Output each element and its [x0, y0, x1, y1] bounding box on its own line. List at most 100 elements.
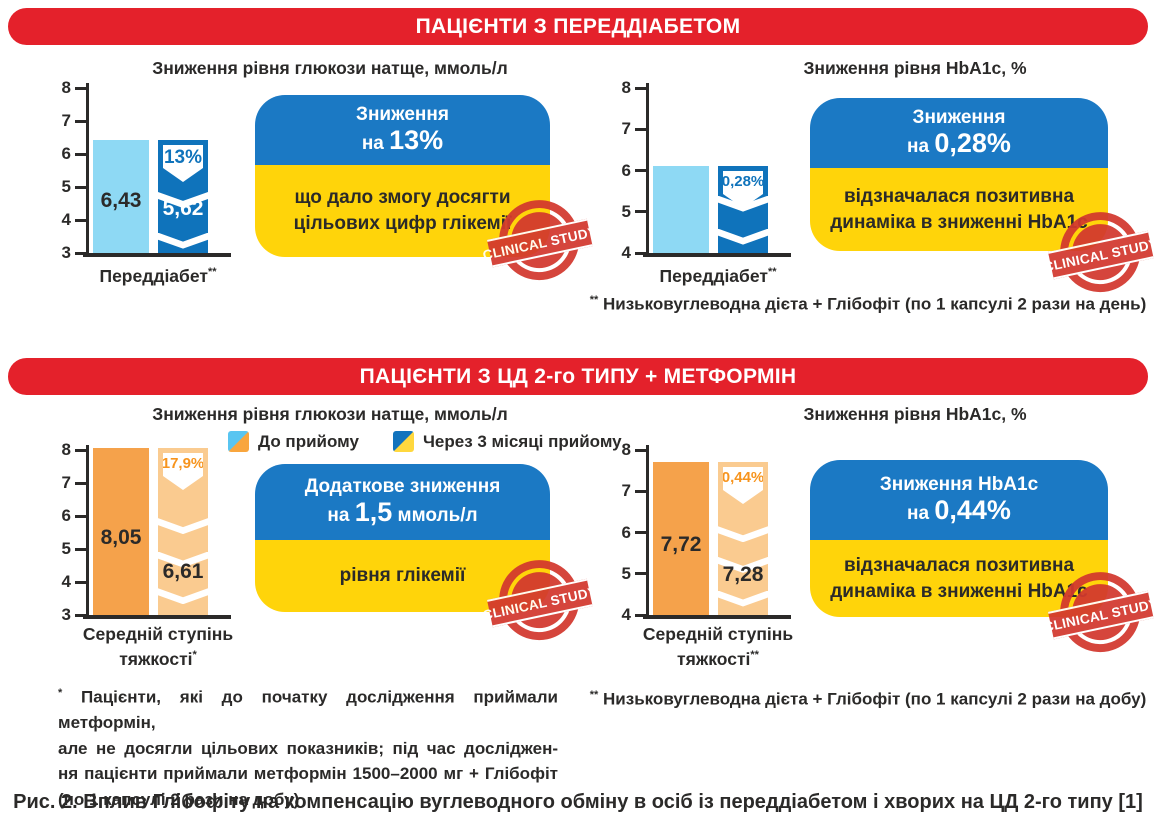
chart-hba1c-t2d: 8 7 6 5 4 7,72 0,44% 7,28 Середній ступінь тяжкос…: [610, 440, 805, 670]
footnote-marker: *: [58, 687, 63, 699]
x-axis-label-line: Середній ступінь: [642, 624, 794, 644]
x-axis-label-line: Переддіабет**: [659, 265, 777, 286]
infobox-headline-line1: Додаткове зниження: [304, 476, 501, 497]
bar-value: 6,61: [162, 559, 204, 583]
y-tick: 4: [62, 210, 86, 229]
y-tick: 5: [622, 202, 646, 221]
infobox-headline: Зниження HbA1c на 0,44%: [810, 460, 1108, 540]
chart-title-glucose-prediabetes: Зниження рівня глюкози натще, ммоль/л: [152, 58, 508, 78]
figure-caption: Рис. 2. Вплив Глібофіту на компенсацію в…: [13, 791, 1143, 813]
footnote-line: (по 1 капсулі 2 рази на добу): [58, 789, 300, 809]
y-tick-label: 4: [621, 605, 631, 624]
bar-group: 6,43 13% 5,62: [93, 140, 208, 253]
x-axis-label: Середній ступінь тяжкості**: [632, 624, 804, 670]
clinical-study-stamp: CLINICAL STUDY: [481, 192, 598, 288]
y-tick-label: 7: [621, 481, 631, 501]
bar-after: 0,44% 7,28: [718, 462, 768, 615]
x-axis-label-line: Переддіабет**: [99, 265, 217, 286]
y-tick: 6: [622, 161, 646, 180]
legend-item-before: До прийому: [228, 431, 359, 452]
chart-glucose-prediabetes: 8 7 6 5 4 3 6,43 13% 5,62 Переддіабет**: [50, 78, 245, 287]
y-tick-label: 6: [61, 506, 71, 525]
y-tick: 6: [622, 523, 646, 542]
footnote-marker: **: [767, 266, 777, 278]
chart-plot: 8 7 6 5 4 7,72 0,44% 7,28: [622, 440, 791, 624]
y-tick: 6: [62, 506, 86, 525]
chart-title-hba1c-prediabetes: Зниження рівня HbA1c, %: [803, 58, 1027, 78]
bar-value: 7,28: [722, 563, 764, 587]
chevron-down: [158, 232, 208, 249]
infobox-note: відзначалася позитивна динаміка в знижен…: [810, 168, 1108, 251]
x-axis: [643, 615, 791, 619]
infobox-note: відзначалася позитивна динаміка в знижен…: [810, 540, 1108, 617]
chart-plot: 8 7 6 5 4 3 8,05 17,9% 6,61: [62, 440, 231, 624]
y-tick: 3: [62, 605, 86, 624]
y-axis: [86, 83, 89, 255]
footnote-marker: **: [750, 649, 759, 661]
x-axis-label-line: тяжкості*: [119, 648, 197, 669]
x-axis-label-line: Середній ступінь: [82, 624, 234, 644]
y-tick: 5: [62, 539, 86, 558]
y-tick-label: 6: [621, 160, 631, 180]
legend-label-before: До прийому: [258, 431, 359, 451]
legend-label-after: Через 3 місяці прийому: [422, 431, 622, 451]
y-tick: 7: [622, 119, 646, 138]
y-tick-label: 7: [61, 111, 71, 130]
legend-item-after: Через 3 місяці прийому: [392, 431, 622, 452]
y-tick-label: 3: [61, 243, 71, 262]
legend-swatch-before: [228, 431, 249, 452]
bar-after: 17,9% 6,61: [158, 448, 208, 615]
section2-banner: ПАЦІЄНТИ З ЦД 2-го ТИПУ + МЕТФОРМІН: [8, 358, 1148, 395]
infobox-headline: Зниження на 0,28%: [810, 98, 1108, 168]
y-tick: 3: [62, 243, 86, 262]
infobox-headline: Додаткове зниження на 1,5 ммоль/л: [255, 464, 550, 540]
infobox-glucose-t2d: Додаткове зниження на 1,5 ммоль/л рівня …: [255, 464, 550, 612]
y-tick-label: 3: [61, 605, 71, 624]
footnote-line: але не досягли цільових показників; під …: [58, 738, 558, 758]
bar-group: 7,72 0,44% 7,28: [653, 462, 768, 615]
footnote-line: * Пацієнти, які до початку дослідження п…: [58, 687, 558, 733]
footnote-diet: ** Низьковуглеводна дієта + Глібофіт (по…: [589, 689, 1147, 709]
footnote-metformin: * Пацієнти, які до початку дослідження п…: [58, 681, 558, 812]
y-tick: 5: [62, 177, 86, 196]
y-tick-label: 8: [61, 78, 71, 97]
chart-title-hba1c-t2d: Зниження рівня HbA1c, %: [803, 404, 1027, 424]
infobox-headline-line1: Зниження: [356, 104, 449, 125]
infobox-headline-line2: на 1,5 ммоль/л: [327, 497, 478, 527]
clinical-study-stamp: CLINICAL STUDY: [1042, 204, 1156, 300]
reduction-flag: 0,44%: [723, 467, 763, 504]
bar-group: 0,28%: [653, 166, 768, 253]
reduction-flag: 17,9%: [163, 453, 203, 490]
x-axis: [643, 253, 791, 257]
y-tick: 8: [62, 78, 86, 97]
chart-plot: 8 7 6 5 4 0,28%: [622, 78, 791, 262]
reduction-percent: 0,44%: [721, 469, 765, 486]
y-tick: 5: [622, 564, 646, 583]
infobox-headline-line2: на 0,28%: [907, 128, 1011, 158]
bar-before: 8,05: [93, 448, 149, 615]
chart-hba1c-prediabetes: 8 7 6 5 4 0,28% Переддіабет**: [610, 78, 805, 287]
footnote-marker: **: [207, 266, 217, 278]
clinical-study-stamp: CLINICAL STUDY: [1042, 564, 1156, 660]
y-tick-label: 7: [621, 119, 631, 139]
y-tick-label: 5: [61, 539, 71, 558]
stamp-body: CLINICAL STUDY: [1042, 563, 1156, 669]
y-tick: 4: [622, 605, 646, 624]
chart-glucose-t2d: 8 7 6 5 4 3 8,05 17,9% 6,61 Середній ступінь тяжко…: [50, 440, 245, 670]
y-tick-label: 4: [61, 572, 71, 591]
x-axis-label-line: тяжкості**: [677, 648, 759, 669]
y-axis: [646, 83, 649, 255]
infobox-headline-line2: на 0,44%: [907, 495, 1011, 525]
x-axis: [83, 253, 231, 257]
y-tick-label: 4: [61, 210, 71, 229]
infobox-headline: Зниження на 13%: [255, 95, 550, 165]
y-axis: [86, 445, 89, 617]
y-tick-label: 8: [621, 78, 631, 97]
y-tick-label: 5: [61, 177, 71, 196]
y-tick: 7: [62, 111, 86, 130]
y-tick-label: 8: [621, 440, 631, 459]
footnote-section1: ** Низьковуглеводна дієта + Глібофіт (по…: [589, 294, 1147, 314]
chevron-down: [718, 526, 768, 543]
y-tick-label: 6: [621, 522, 631, 542]
